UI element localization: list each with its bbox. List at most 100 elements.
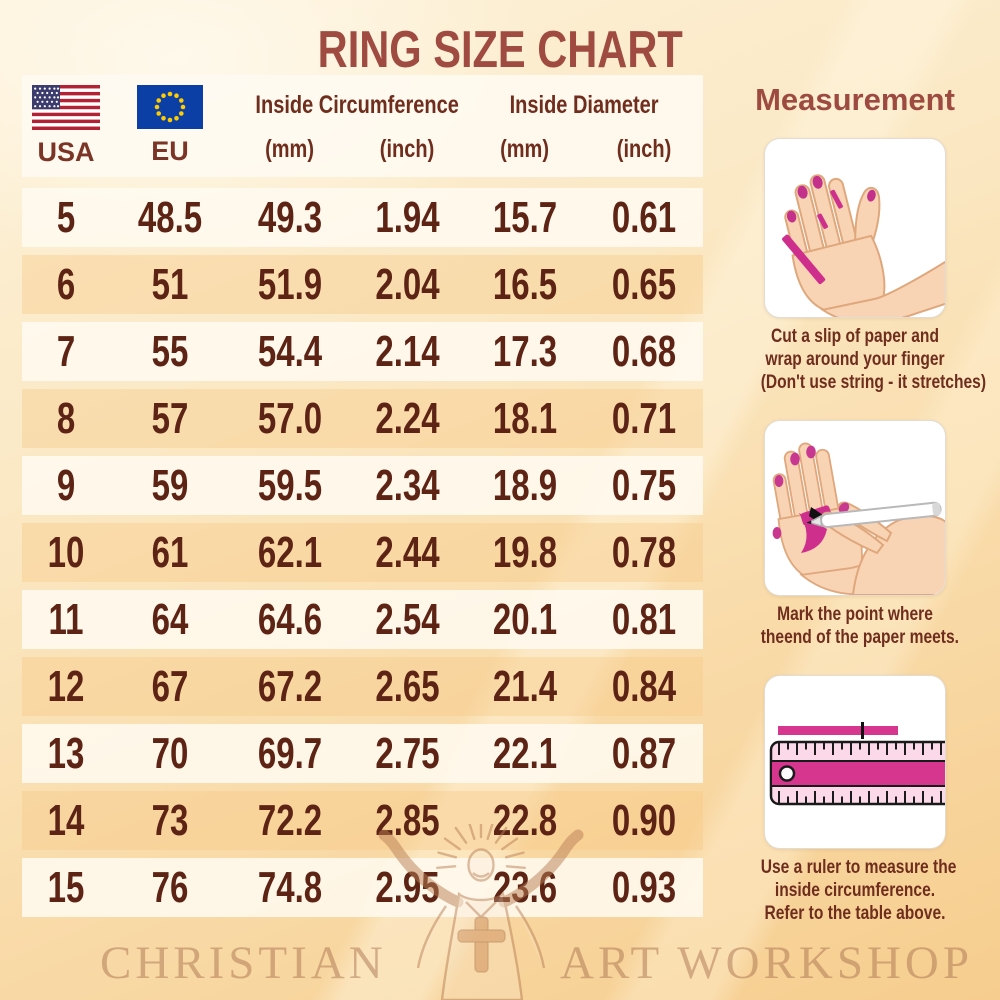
cell-diameter-mm: 20.1 bbox=[492, 595, 558, 644]
cell-diameter-mm: 18.9 bbox=[492, 461, 558, 510]
step-3-caption: Use a ruler to measure the inside circum… bbox=[760, 857, 957, 924]
cell-diameter-inch: 0.65 bbox=[611, 260, 677, 309]
cell-usa-size: 6 bbox=[56, 260, 76, 309]
cell-diameter-mm: 19.8 bbox=[492, 528, 558, 577]
cell-usa-size: 13 bbox=[47, 729, 85, 778]
table-row: 7 55 54.4 2.14 17.3 0.68 bbox=[22, 322, 703, 381]
cell-usa-size: 5 bbox=[56, 193, 76, 242]
cell-circumference-mm: 54.4 bbox=[257, 327, 323, 376]
hand-with-paper-slip-illustration bbox=[764, 138, 946, 318]
watermark-art-workshop: ART WORKSHOP bbox=[560, 937, 973, 989]
cell-circumference-mm: 49.3 bbox=[257, 193, 323, 242]
cell-diameter-inch: 0.68 bbox=[611, 327, 677, 376]
cell-diameter-inch: 0.61 bbox=[611, 193, 677, 242]
ruler-illustration bbox=[764, 675, 946, 849]
cell-eu-size: 51 bbox=[151, 260, 189, 309]
cell-diameter-inch: 0.93 bbox=[611, 863, 677, 912]
usa-label: USA bbox=[37, 136, 95, 167]
cell-diameter-inch: 0.75 bbox=[611, 461, 677, 510]
cell-diameter-mm: 22.8 bbox=[492, 796, 558, 845]
cell-circumference-inch: 2.75 bbox=[375, 729, 440, 778]
cell-circumference-inch: 2.04 bbox=[375, 260, 440, 309]
table-row: 12 67 67.2 2.65 21.4 0.84 bbox=[22, 657, 703, 716]
cell-circumference-mm: 64.6 bbox=[257, 595, 323, 644]
measurement-step-2: Mark the point where theend of the paper… bbox=[740, 420, 970, 649]
table-row: 13 70 69.7 2.75 22.1 0.87 bbox=[22, 724, 703, 783]
cell-diameter-inch: 0.84 bbox=[611, 662, 677, 711]
cell-eu-size: 57 bbox=[151, 394, 189, 443]
step-2-caption: Mark the point where theend of the paper… bbox=[760, 604, 959, 648]
cell-circumference-mm: 62.1 bbox=[257, 528, 323, 577]
cell-diameter-mm: 17.3 bbox=[492, 327, 558, 376]
table-row: 5 48.5 49.3 1.94 15.7 0.61 bbox=[22, 188, 703, 247]
cell-circumference-inch: 2.24 bbox=[375, 394, 440, 443]
column-header-diameter-inch: (inch) bbox=[616, 135, 672, 163]
cell-usa-size: 9 bbox=[56, 461, 76, 510]
cell-circumference-inch: 2.14 bbox=[375, 327, 440, 376]
cell-eu-size: 76 bbox=[151, 863, 189, 912]
column-header-circumference-mm: (mm) bbox=[265, 135, 315, 163]
cell-eu-size: 61 bbox=[151, 528, 189, 577]
cell-diameter-inch: 0.90 bbox=[611, 796, 677, 845]
cell-usa-size: 14 bbox=[47, 796, 85, 845]
cell-usa-size: 15 bbox=[47, 863, 85, 912]
cell-circumference-inch: 2.44 bbox=[375, 528, 440, 577]
cell-diameter-inch: 0.78 bbox=[611, 528, 677, 577]
cell-eu-size: 70 bbox=[151, 729, 189, 778]
step-1-caption: Cut a slip of paper and wrap around your… bbox=[760, 326, 987, 393]
column-header-usa: USA bbox=[22, 75, 110, 177]
cell-eu-size: 64 bbox=[151, 595, 189, 644]
table-row: 9 59 59.5 2.34 18.9 0.75 bbox=[22, 456, 703, 515]
cell-usa-size: 12 bbox=[47, 662, 85, 711]
cell-diameter-inch: 0.71 bbox=[611, 394, 677, 443]
cell-usa-size: 7 bbox=[56, 327, 76, 376]
cell-diameter-mm: 18.1 bbox=[492, 394, 558, 443]
measurement-panel: Measurement bbox=[740, 82, 987, 951]
ring-size-table: Inside Circumference Inside Diameter bbox=[22, 75, 703, 925]
table-row: 8 57 57.0 2.24 18.1 0.71 bbox=[22, 389, 703, 448]
cell-diameter-inch: 0.81 bbox=[611, 595, 677, 644]
cell-eu-size: 59 bbox=[151, 461, 189, 510]
cell-circumference-mm: 59.5 bbox=[257, 461, 323, 510]
measurement-step-3: Use a ruler to measure the inside circum… bbox=[740, 675, 970, 925]
jesus-watermark bbox=[378, 824, 584, 1000]
cell-usa-size: 10 bbox=[47, 528, 85, 577]
table-row: 10 61 62.1 2.44 19.8 0.78 bbox=[22, 523, 703, 582]
eu-flag-icon bbox=[137, 85, 203, 129]
cell-circumference-mm: 69.7 bbox=[257, 729, 323, 778]
table-row: 15 76 74.8 2.95 23.6 0.93 bbox=[22, 858, 703, 917]
cell-circumference-inch: 2.54 bbox=[375, 595, 440, 644]
column-header-diameter-mm: (mm) bbox=[500, 135, 550, 163]
cell-circumference-mm: 72.2 bbox=[257, 796, 323, 845]
cell-diameter-mm: 22.1 bbox=[492, 729, 558, 778]
measurement-heading: Measurement bbox=[755, 82, 955, 117]
table-row: 14 73 72.2 2.85 22.8 0.90 bbox=[22, 791, 703, 850]
table-header: Inside Circumference Inside Diameter bbox=[22, 75, 703, 177]
column-header-circumference-inch: (inch) bbox=[380, 135, 435, 163]
cell-circumference-inch: 1.94 bbox=[375, 193, 440, 242]
cell-usa-size: 11 bbox=[48, 595, 84, 644]
cell-diameter-mm: 16.5 bbox=[492, 260, 558, 309]
pen-marking-finger-illustration bbox=[764, 420, 946, 596]
table-row: 11 64 64.6 2.54 20.1 0.81 bbox=[22, 590, 703, 649]
cell-diameter-mm: 15.7 bbox=[492, 193, 558, 242]
cell-usa-size: 8 bbox=[56, 394, 76, 443]
cell-circumference-inch: 2.34 bbox=[375, 461, 440, 510]
eu-label: EU bbox=[151, 136, 189, 166]
cell-diameter-mm: 21.4 bbox=[492, 662, 558, 711]
table-row: 6 51 51.9 2.04 16.5 0.65 bbox=[22, 255, 703, 314]
measurement-step-1: Cut a slip of paper and wrap around your… bbox=[740, 138, 987, 394]
cell-eu-size: 55 bbox=[151, 327, 189, 376]
cell-diameter-inch: 0.87 bbox=[611, 729, 677, 778]
cell-eu-size: 48.5 bbox=[137, 193, 203, 242]
column-group-inside-diameter: Inside Diameter bbox=[509, 91, 659, 119]
cell-circumference-mm: 74.8 bbox=[257, 863, 323, 912]
table-body: 5 48.5 49.3 1.94 15.7 0.61 6 51 51.9 2.0… bbox=[22, 188, 703, 917]
cell-eu-size: 67 bbox=[151, 662, 189, 711]
column-group-inside-circumference: Inside Circumference bbox=[255, 91, 459, 119]
cell-circumference-inch: 2.65 bbox=[375, 662, 440, 711]
cell-circumference-mm: 67.2 bbox=[257, 662, 323, 711]
column-header-eu: EU bbox=[110, 75, 230, 177]
cell-eu-size: 73 bbox=[151, 796, 189, 845]
